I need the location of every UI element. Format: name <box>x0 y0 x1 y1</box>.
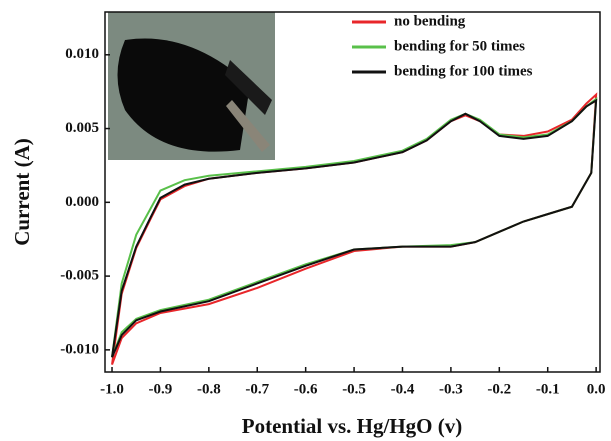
x-tick-label: 0.0 <box>587 381 606 397</box>
y-axis-label: Current (A) <box>10 138 34 246</box>
x-tick-label: -0.9 <box>149 381 173 397</box>
x-tick-label: -0.4 <box>391 381 415 397</box>
legend-label: bending for 100 times <box>394 63 533 79</box>
legend-label: no bending <box>394 13 466 29</box>
x-tick-label: -0.1 <box>536 381 560 397</box>
y-tick-label: 0.005 <box>65 120 99 136</box>
inset-electrode <box>117 38 250 152</box>
inset-clip <box>226 100 270 152</box>
x-axis-label: Potential vs. Hg/HgO (v) <box>242 414 462 438</box>
x-tick-label: -1.0 <box>100 381 124 397</box>
inset-tab <box>225 60 272 115</box>
x-tick-label: -0.8 <box>197 381 221 397</box>
x-tick-label: -0.6 <box>294 381 318 397</box>
legend-label: bending for 50 times <box>394 38 525 54</box>
plot-frame <box>104 11 601 373</box>
inset-photo <box>108 12 275 160</box>
x-tick-label: -0.5 <box>342 381 366 397</box>
y-tick-label: 0.010 <box>65 46 99 62</box>
y-tick-label: -0.010 <box>60 341 99 357</box>
x-tick-label: -0.7 <box>245 381 269 397</box>
y-tick-label: -0.005 <box>60 268 99 284</box>
series-line <box>111 98 598 358</box>
x-tick-label: -0.3 <box>439 381 463 397</box>
y-tick-label: 0.000 <box>65 194 99 210</box>
x-tick-label: -0.2 <box>487 381 511 397</box>
